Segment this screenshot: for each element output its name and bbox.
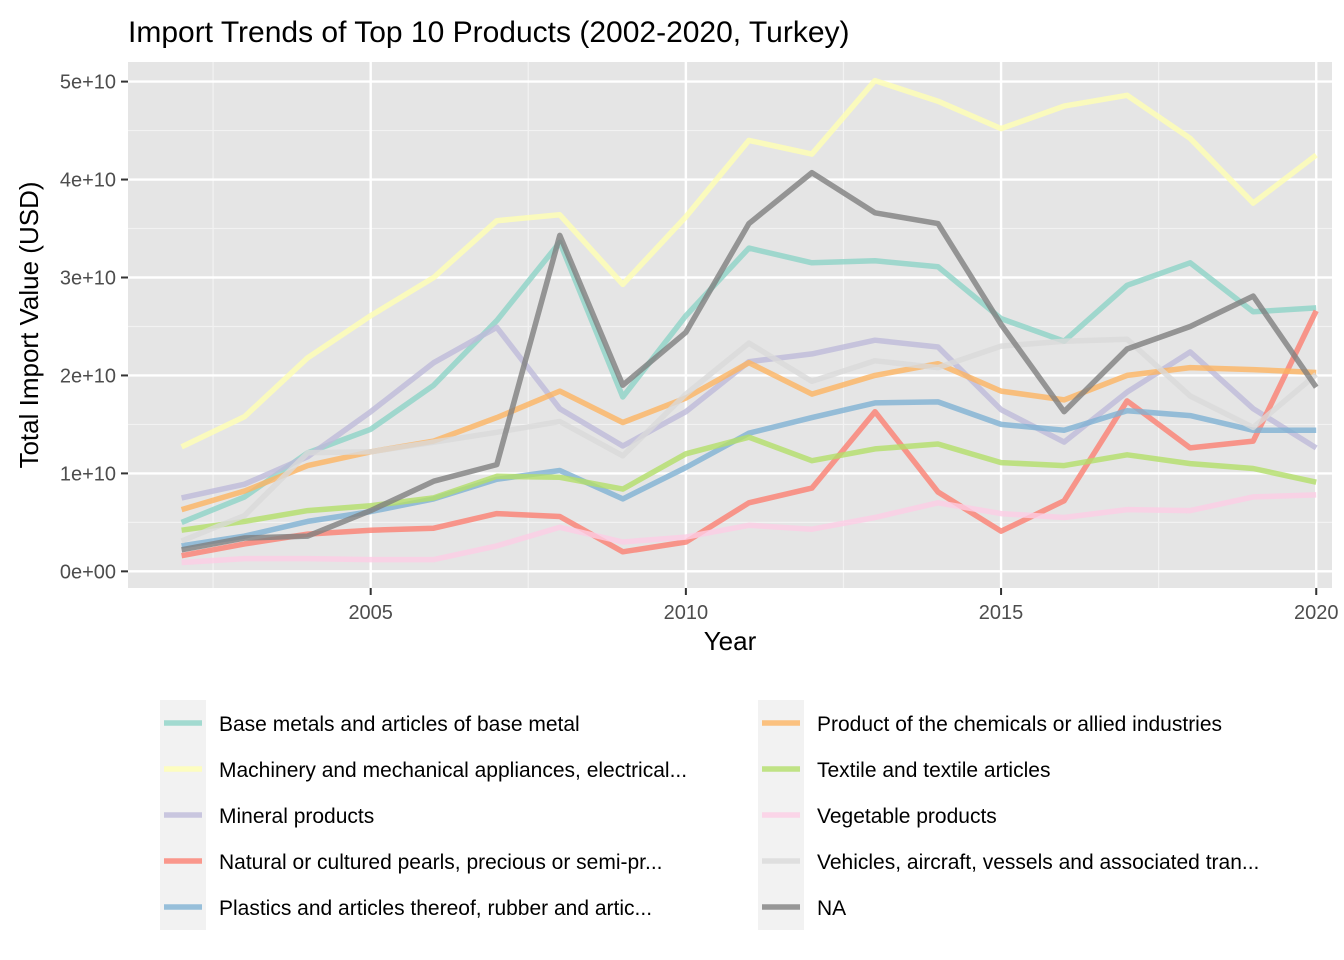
series-line	[181, 169, 1319, 553]
series-line	[180, 336, 1318, 544]
series-line	[180, 239, 1317, 525]
series-line	[180, 77, 1318, 450]
minor-grid	[128, 62, 1332, 588]
legend-label: Machinery and mechanical appliances, ele…	[219, 759, 687, 782]
legend-label: NA	[817, 897, 846, 920]
y-tick-label: 0e+00	[60, 561, 116, 583]
legend-column-background	[758, 700, 1321, 930]
chart-title: Import Trends of Top 10 Products (2002-2…	[128, 16, 850, 49]
legend-label: Base metals and articles of base metal	[219, 713, 580, 736]
y-axis: 0e+00 1e+10 2e+10 3e+10 4e+10 5e+10	[60, 72, 128, 583]
y-tick-label: 1e+10	[60, 463, 116, 485]
major-grid	[128, 62, 1332, 588]
y-axis-label: Total Import Value (USD)	[14, 181, 44, 468]
y-tick-label: 5e+10	[60, 72, 116, 94]
legend-label: Product of the chemicals or allied indus…	[817, 713, 1222, 736]
legend-label: Mineral products	[219, 805, 374, 828]
y-tick-label: 3e+10	[60, 267, 116, 289]
x-tick-label: 2020	[1294, 602, 1339, 624]
legend: Base metals and articles of base metal Ma…	[160, 700, 1321, 930]
legend-label: Textile and textile articles	[817, 759, 1050, 782]
x-axis: 2005 2010 2015 2020	[348, 588, 1338, 624]
legend-label: Plastics and articles thereof, rubber an…	[219, 897, 652, 920]
series-line	[181, 309, 1319, 559]
x-axis-label: Year	[704, 626, 757, 656]
legend-label: Vehicles, aircraft, vessels and associat…	[817, 851, 1259, 874]
legend-column-background	[160, 700, 750, 930]
y-tick-label: 4e+10	[60, 170, 116, 192]
x-tick-label: 2010	[664, 602, 709, 624]
legend-label: Vegetable products	[817, 805, 997, 828]
x-tick-label: 2005	[348, 602, 393, 624]
plot-panel	[128, 62, 1332, 588]
series-line	[181, 434, 1317, 533]
series-line	[181, 492, 1317, 566]
x-tick-label: 2015	[979, 602, 1024, 624]
y-tick-label: 2e+10	[60, 365, 116, 387]
series-lines	[180, 77, 1319, 566]
legend-label: Natural or cultured pearls, precious or …	[219, 851, 663, 874]
